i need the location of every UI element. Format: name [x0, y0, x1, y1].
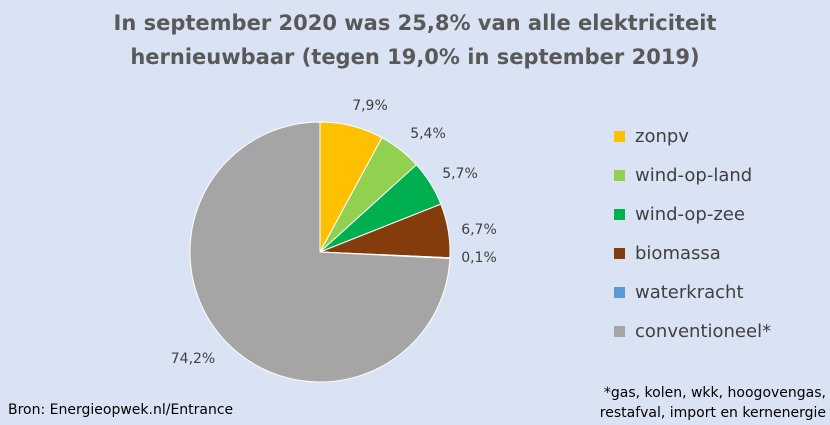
data-label: 0,1% [461, 250, 497, 266]
legend-item: wind-op-land [614, 162, 771, 188]
legend-item: waterkracht [614, 279, 771, 305]
legend-swatch [614, 325, 625, 337]
data-label: 7,9% [352, 98, 388, 114]
footnote-line-2: restafval, import en kernenergie [599, 405, 826, 421]
pie-slices [189, 121, 451, 383]
legend-swatch [614, 247, 625, 259]
legend-label: biomassa [635, 242, 721, 264]
legend-label: zonpv [635, 125, 689, 147]
legend-item: wind-op-zee [614, 201, 771, 227]
legend-label: conventioneel* [635, 320, 772, 342]
chart-title: In september 2020 was 25,8% van alle ele… [0, 6, 830, 74]
source-note: Bron: Energieopwek.nl/Entrance [8, 402, 234, 418]
legend-swatch [614, 286, 625, 298]
chart-title-line-1: In september 2020 was 25,8% van alle ele… [113, 11, 717, 35]
data-label: 5,7% [442, 166, 478, 182]
data-label: 74,2% [171, 351, 215, 367]
legend-label: waterkracht [635, 281, 744, 303]
legend-item: zonpv [614, 123, 771, 149]
legend-label: wind-op-zee [635, 203, 745, 225]
footnote-line-1: *gas, kolen, wkk, hoogovengas, [603, 385, 826, 401]
legend: zonpv wind-op-land wind-op-zee biomassa wate… [614, 123, 771, 357]
legend-swatch [614, 130, 625, 142]
pie-data-labels: 7,9% 5,4% 5,7% 6,7% 0,1% 74,2% [171, 98, 497, 367]
chart-title-line-2: hernieuwbaar (tegen 19,0% in september 2… [130, 45, 700, 69]
pie-slice-conventioneel [189, 121, 451, 383]
legend-swatch [614, 208, 625, 220]
footnote: *gas, kolen, wkk, hoogovengas, restafval… [600, 383, 826, 423]
legend-swatch [614, 169, 625, 181]
legend-label: wind-op-land [635, 164, 753, 186]
data-label: 5,4% [410, 126, 446, 142]
legend-item: conventioneel* [614, 318, 771, 344]
data-label: 6,7% [461, 222, 497, 238]
legend-item: biomassa [614, 240, 771, 266]
